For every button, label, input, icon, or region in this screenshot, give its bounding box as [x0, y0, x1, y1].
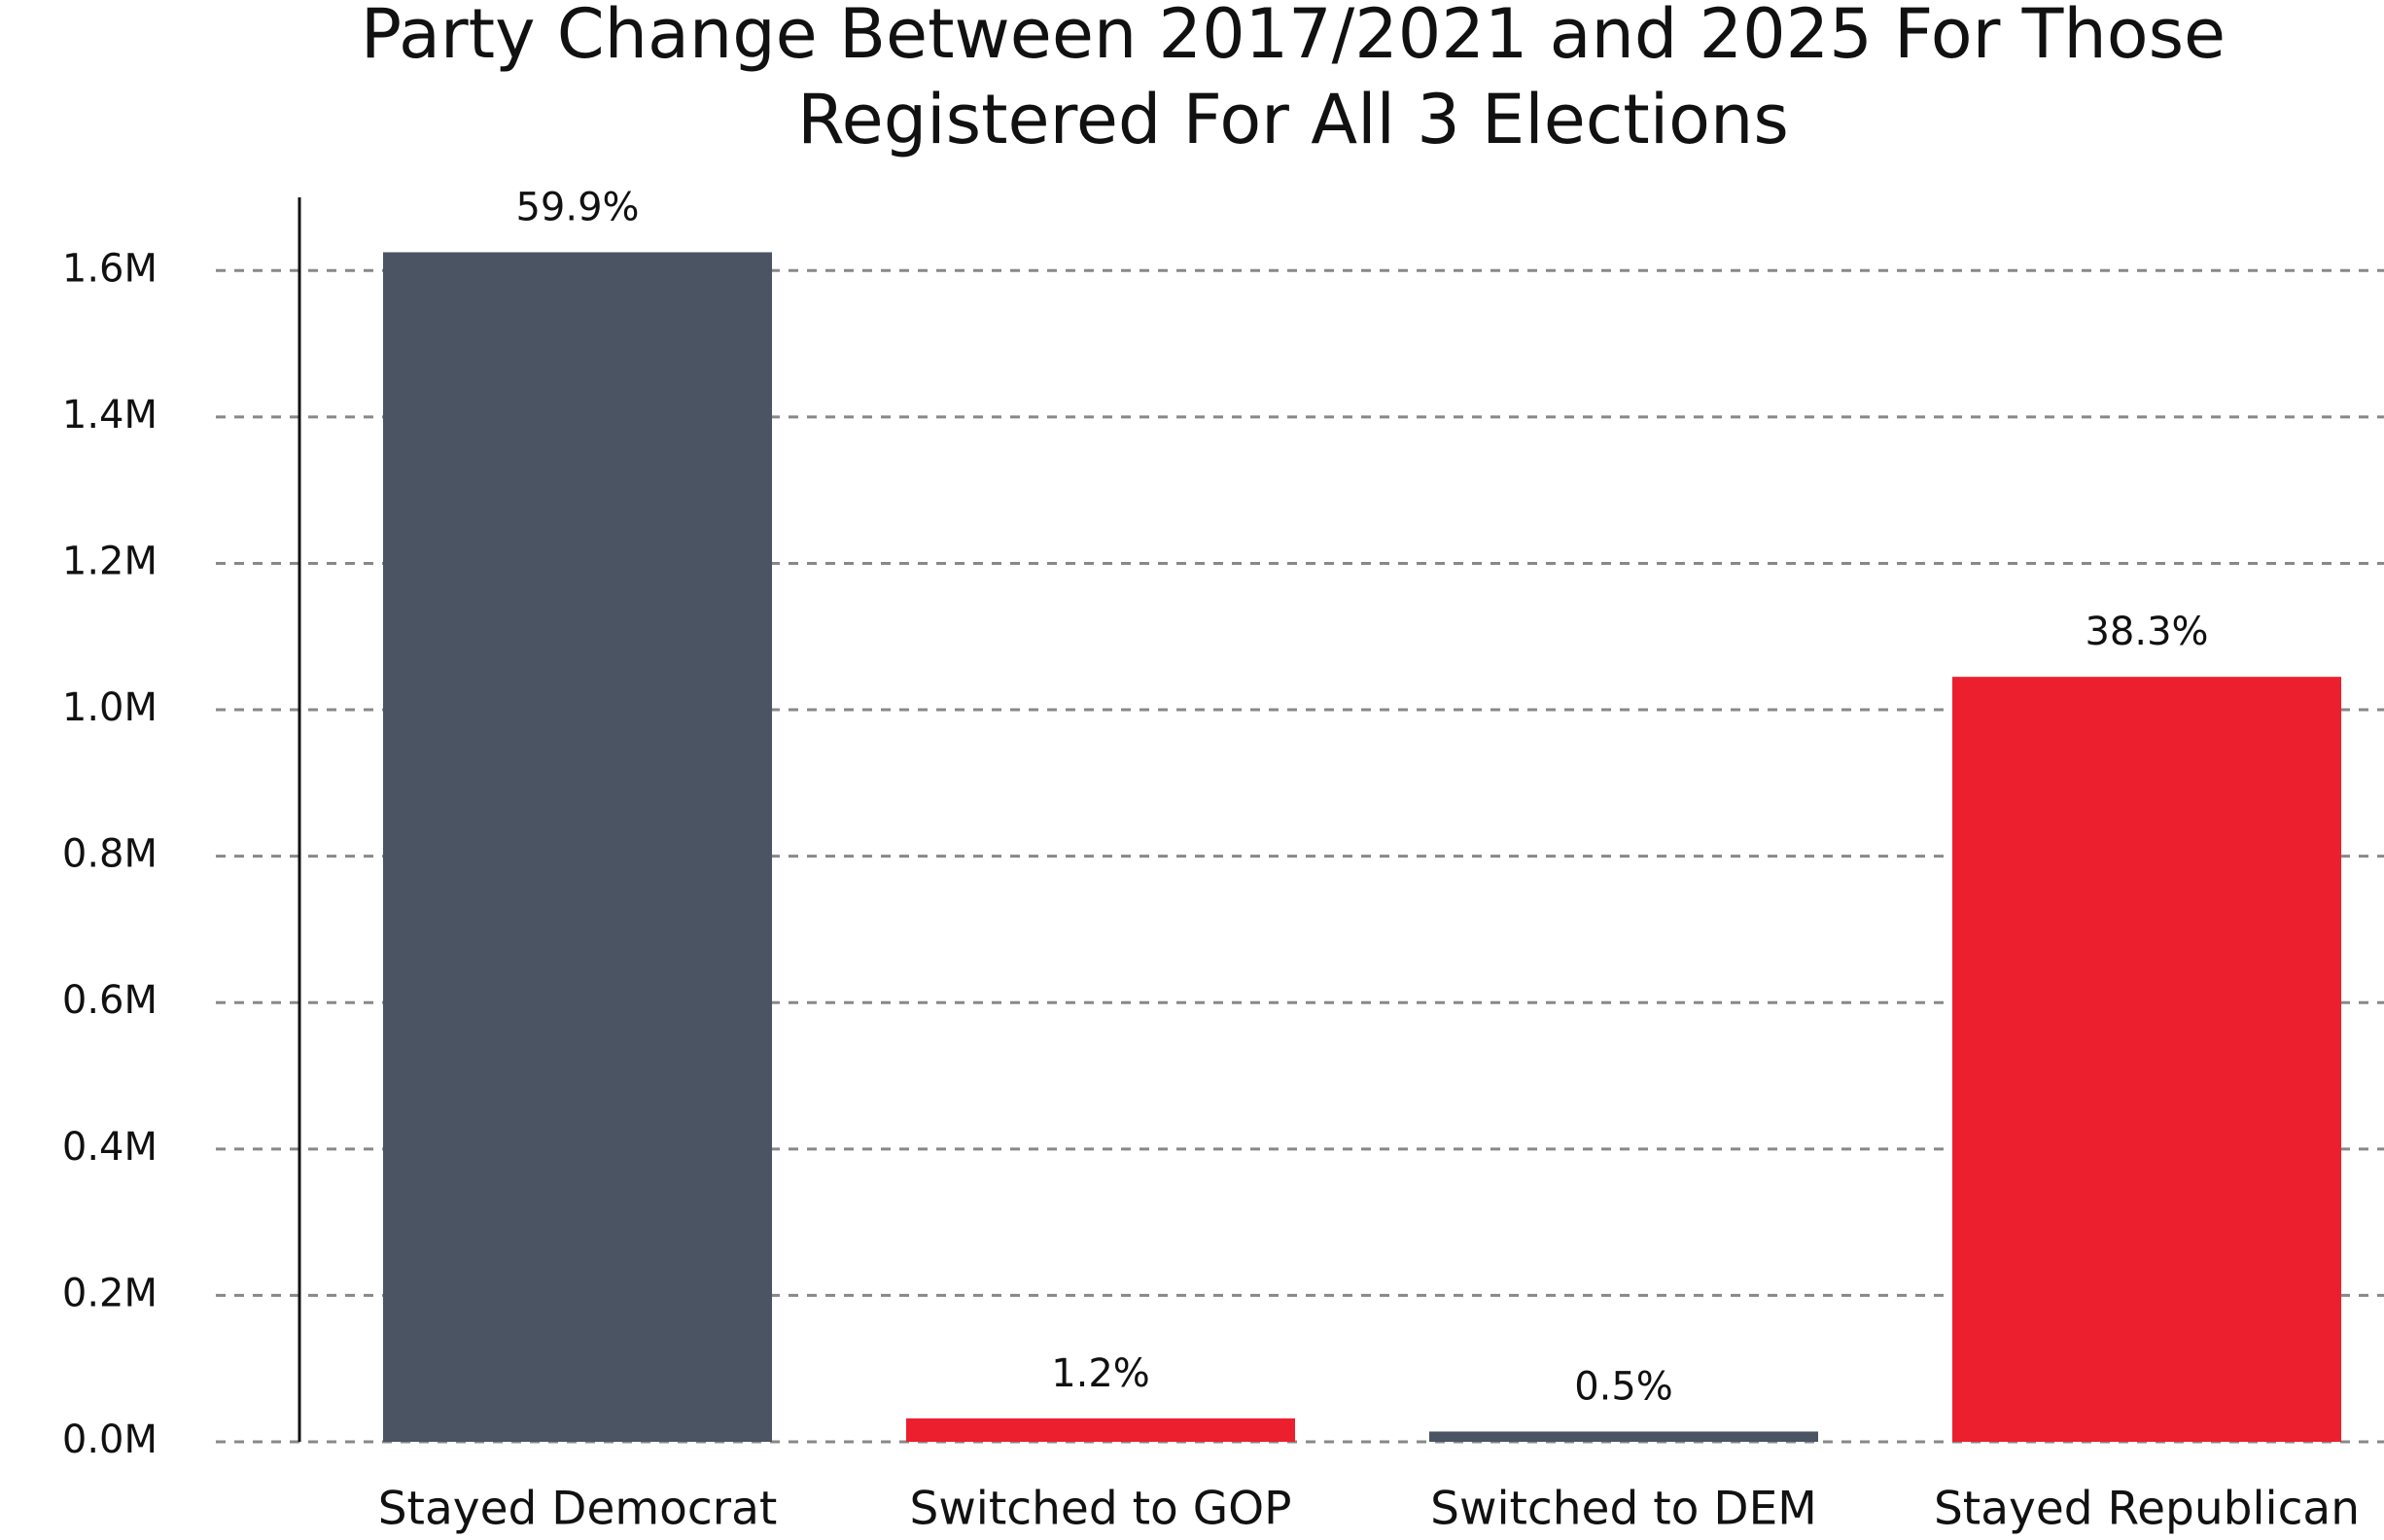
x-tick-label: Switched to GOP	[910, 1483, 1292, 1536]
data-label: 59.9%	[515, 185, 639, 229]
bar	[1429, 1431, 1818, 1442]
chart-title: Party Change Between 2017/2021 and 2025 …	[361, 0, 2226, 74]
bar	[1952, 677, 2341, 1442]
y-tick-label: 1.4M	[62, 393, 158, 438]
y-tick-label: 1.2M	[62, 539, 158, 583]
data-label: 38.3%	[2085, 610, 2208, 654]
data-label: 0.5%	[1574, 1364, 1673, 1409]
y-tick-label: 1.6M	[62, 246, 158, 291]
y-tick-label: 0.8M	[62, 832, 158, 877]
bar	[383, 252, 772, 1442]
x-tick-label: Switched to DEM	[1430, 1483, 1817, 1536]
x-tick-label: Stayed Republican	[1934, 1483, 2360, 1536]
y-tick-label: 1.0M	[62, 685, 158, 730]
y-tick-label: 0.6M	[62, 978, 158, 1023]
y-tick-label: 0.2M	[62, 1271, 158, 1315]
bar	[906, 1418, 1295, 1442]
x-tick-label: Stayed Democrat	[378, 1483, 778, 1536]
y-tick-label: 0.0M	[62, 1418, 158, 1462]
data-label: 1.2%	[1051, 1351, 1150, 1396]
chart-title: Registered For All 3 Elections	[797, 80, 1789, 159]
y-tick-label: 0.4M	[62, 1125, 158, 1170]
